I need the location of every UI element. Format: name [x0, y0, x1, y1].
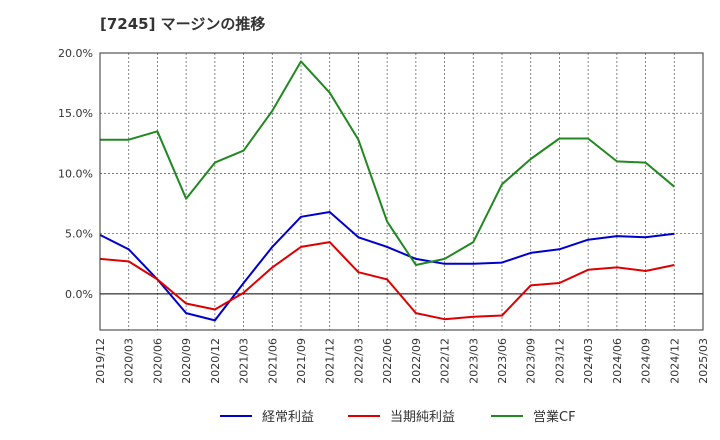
x-tick-label: 2020/09: [180, 338, 193, 384]
x-tick-label: 2023/03: [467, 338, 480, 384]
series-line-2: [99, 241, 675, 321]
legend: 経常利益 当期純利益 営業CF: [220, 409, 576, 425]
x-axis-ticks: 2019/12 2020/03 2020/06 2020/09 2020/12 2021/…: [94, 338, 710, 384]
series-line-3: [100, 60, 675, 266]
chart-title: [7245] マージンの推移: [100, 15, 265, 33]
y-tick-label: 15.0%: [58, 107, 93, 120]
y-tick-label: 20.0%: [58, 47, 93, 60]
x-tick-label: 2024/06: [611, 338, 624, 384]
y-tick-label: 10.0%: [58, 167, 93, 180]
legend-label: 当期純利益: [390, 410, 455, 425]
x-tick-label: 2019/12: [94, 338, 107, 384]
series-line-1: [99, 211, 675, 322]
grid: [100, 53, 703, 330]
y-tick-label: 0.0%: [65, 288, 93, 301]
legend-label: 営業CF: [533, 409, 576, 425]
x-tick-label: 2024/12: [668, 338, 681, 384]
x-tick-label: 2023/09: [525, 338, 538, 384]
x-tick-label: 2021/03: [238, 338, 251, 384]
x-tick-label: 2020/03: [123, 338, 136, 384]
series-lines: [99, 60, 675, 322]
x-tick-label: 2024/09: [640, 338, 653, 384]
y-axis-ticks: 0.0% 5.0% 10.0% 15.0% 20.0%: [58, 47, 93, 301]
x-tick-label: 2020/12: [209, 338, 222, 384]
x-tick-label: 2023/06: [496, 338, 509, 384]
x-tick-label: 2022/03: [352, 338, 365, 384]
x-tick-label: 2022/06: [381, 338, 394, 384]
x-tick-label: 2022/09: [410, 338, 423, 384]
x-tick-label: 2020/06: [151, 338, 164, 384]
x-tick-label: 2021/09: [295, 338, 308, 384]
x-tick-label: 2023/12: [553, 338, 566, 384]
x-tick-label: 2024/03: [582, 338, 595, 384]
x-tick-label: 2025/03: [697, 338, 710, 384]
x-tick-label: 2021/12: [324, 338, 337, 384]
x-tick-label: 2021/06: [266, 338, 279, 384]
legend-label: 経常利益: [262, 410, 314, 425]
plot-frame: [99, 52, 704, 331]
y-tick-label: 5.0%: [65, 228, 93, 241]
x-tick-label: 2022/12: [439, 338, 452, 384]
